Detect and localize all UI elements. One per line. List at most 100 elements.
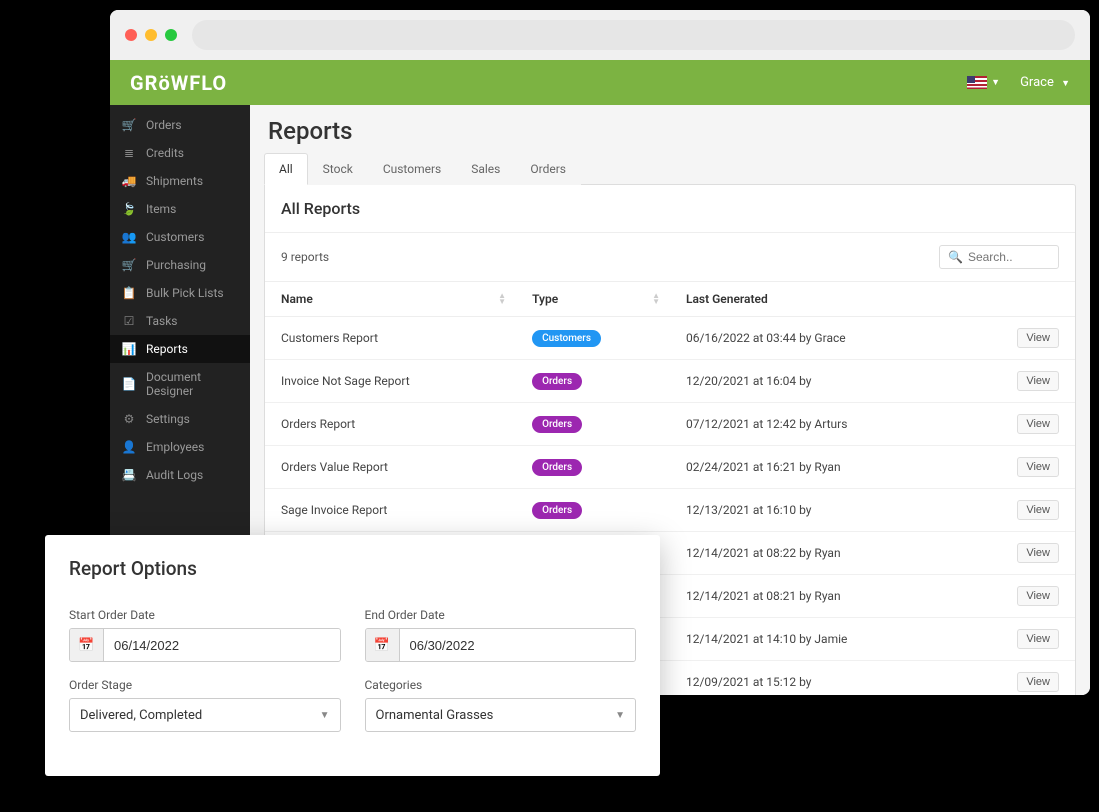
- col-type[interactable]: Type ▲▼: [516, 282, 670, 317]
- tab-sales[interactable]: Sales: [456, 153, 515, 185]
- view-button[interactable]: View: [1017, 328, 1059, 348]
- sidebar-item-label: Bulk Pick Lists: [146, 286, 224, 300]
- credits-icon: ≣: [122, 146, 136, 160]
- bulk-pick-lists-icon: 📋: [122, 286, 136, 300]
- last-generated: 12/14/2021 at 08:22 by Ryan: [670, 532, 994, 575]
- view-button[interactable]: View: [1017, 414, 1059, 434]
- table-row: Invoice Not Sage Report Orders 12/20/2021 …: [265, 360, 1075, 403]
- url-bar[interactable]: [192, 20, 1075, 50]
- sidebar-item-orders[interactable]: 🛒 Orders: [110, 111, 250, 139]
- tab-stock[interactable]: Stock: [308, 153, 368, 185]
- sidebar-item-label: Customers: [146, 230, 204, 244]
- categories-value: Ornamental Grasses: [376, 708, 494, 723]
- col-name[interactable]: Name ▲▼: [265, 282, 516, 317]
- last-generated: 02/24/2021 at 16:21 by Ryan: [670, 446, 994, 489]
- sidebar-item-label: Orders: [146, 118, 182, 132]
- chevron-down-icon: ▼: [1061, 79, 1070, 89]
- last-generated: 12/14/2021 at 14:10 by Jamie: [670, 618, 994, 661]
- top-nav: GRöWFLO ▼ Grace ▼: [110, 60, 1090, 105]
- orders-icon: 🛒: [122, 118, 136, 132]
- tab-all[interactable]: All: [264, 153, 308, 185]
- start-date-field[interactable]: 📅: [69, 628, 341, 662]
- sort-icon: ▲▼: [652, 293, 660, 305]
- results-count: 9 reports: [281, 250, 329, 264]
- user-menu[interactable]: Grace ▼: [1020, 75, 1070, 90]
- categories-select[interactable]: Ornamental Grasses ▼: [365, 698, 637, 732]
- employees-icon: 👤: [122, 440, 136, 454]
- report-name: Customers Report: [265, 317, 516, 360]
- sidebar-item-shipments[interactable]: 🚚 Shipments: [110, 167, 250, 195]
- sidebar-item-customers[interactable]: 👥 Customers: [110, 223, 250, 251]
- sidebar-item-purchasing[interactable]: 🛒Purchasing: [110, 251, 250, 279]
- sidebar-item-label: Document Designer: [146, 370, 238, 398]
- calendar-icon: 📅: [366, 629, 400, 661]
- sidebar-item-label: Shipments: [146, 174, 203, 188]
- sidebar-item-reports[interactable]: 📊Reports: [110, 335, 250, 363]
- table-row: Orders ReportOrders07/12/2021 at 12:42 b…: [265, 403, 1075, 446]
- shipments-icon: 🚚: [122, 174, 136, 188]
- start-date-input[interactable]: [104, 629, 340, 661]
- report-name: Orders Report: [265, 403, 516, 446]
- type-badge: Orders: [532, 373, 582, 390]
- audit-logs-icon: 📇: [122, 468, 136, 482]
- tab-orders[interactable]: Orders: [515, 153, 581, 185]
- sidebar-item-tasks[interactable]: ☑Tasks: [110, 307, 250, 335]
- report-name: Invoice Not Sage Report: [265, 360, 516, 403]
- end-date-field[interactable]: 📅: [365, 628, 637, 662]
- search-input[interactable]: [968, 250, 1056, 264]
- sidebar-item-label: Settings: [146, 412, 190, 426]
- search-box[interactable]: 🔍: [939, 245, 1059, 269]
- close-window-icon[interactable]: [125, 29, 137, 41]
- sidebar-item-employees[interactable]: 👤 Employees: [110, 433, 250, 461]
- customers-icon: 👥: [122, 230, 136, 244]
- sidebar-item-label: Audit Logs: [146, 468, 203, 482]
- last-generated: 12/09/2021 at 15:12 by: [670, 661, 994, 696]
- chevron-down-icon: ▼: [615, 710, 625, 721]
- titlebar: [110, 10, 1090, 60]
- user-name: Grace: [1020, 75, 1054, 90]
- view-button[interactable]: View: [1017, 543, 1059, 563]
- sort-icon: ▲▼: [498, 293, 506, 305]
- tabs: AllStockCustomersSalesOrders: [250, 153, 1090, 185]
- view-button[interactable]: View: [1017, 672, 1059, 692]
- sidebar-item-label: Employees: [146, 440, 204, 454]
- col-generated[interactable]: Last Generated: [670, 282, 994, 317]
- view-button[interactable]: View: [1017, 457, 1059, 477]
- sidebar-item-label: Items: [146, 202, 176, 216]
- view-button[interactable]: View: [1017, 586, 1059, 606]
- sidebar-item-document-designer[interactable]: 📄Document Designer: [110, 363, 250, 405]
- view-button[interactable]: View: [1017, 629, 1059, 649]
- order-stage-select[interactable]: Delivered, Completed ▼: [69, 698, 341, 732]
- panel-toolbar: 9 reports 🔍: [265, 233, 1075, 282]
- reports-icon: 📊: [122, 342, 136, 356]
- items-icon: 🍃: [122, 202, 136, 216]
- page-title: Reports: [250, 105, 1090, 153]
- locale-selector[interactable]: ▼: [967, 76, 1000, 89]
- flag-us-icon: [967, 76, 987, 89]
- last-generated: 12/20/2021 at 16:04 by: [670, 360, 994, 403]
- maximize-window-icon[interactable]: [165, 29, 177, 41]
- view-button[interactable]: View: [1017, 371, 1059, 391]
- sidebar-item-credits[interactable]: ≣Credits: [110, 139, 250, 167]
- sidebar-item-audit-logs[interactable]: 📇 Audit Logs: [110, 461, 250, 489]
- table-row: Orders Value ReportOrders02/24/2021 at 1…: [265, 446, 1075, 489]
- chevron-down-icon: ▼: [320, 710, 330, 721]
- end-date-input[interactable]: [400, 629, 636, 661]
- type-badge: Orders: [532, 416, 582, 433]
- start-date-label: Start Order Date: [69, 608, 341, 622]
- sidebar-item-label: Tasks: [146, 314, 178, 328]
- order-stage-value: Delivered, Completed: [80, 708, 202, 723]
- tab-customers[interactable]: Customers: [368, 153, 456, 185]
- order-stage-label: Order Stage: [69, 678, 341, 692]
- view-button[interactable]: View: [1017, 500, 1059, 520]
- window-controls: [125, 29, 177, 41]
- sidebar-item-items[interactable]: 🍃 Items: [110, 195, 250, 223]
- report-name: Sage Invoice Report: [265, 489, 516, 532]
- sidebar-item-bulk-pick-lists[interactable]: 📋 Bulk Pick Lists: [110, 279, 250, 307]
- minimize-window-icon[interactable]: [145, 29, 157, 41]
- search-icon: 🔍: [948, 250, 963, 264]
- modal-title: Report Options: [69, 557, 636, 580]
- sidebar-item-settings[interactable]: ⚙ Settings: [110, 405, 250, 433]
- settings-icon: ⚙: [122, 412, 136, 426]
- panel-title: All Reports: [265, 185, 1075, 233]
